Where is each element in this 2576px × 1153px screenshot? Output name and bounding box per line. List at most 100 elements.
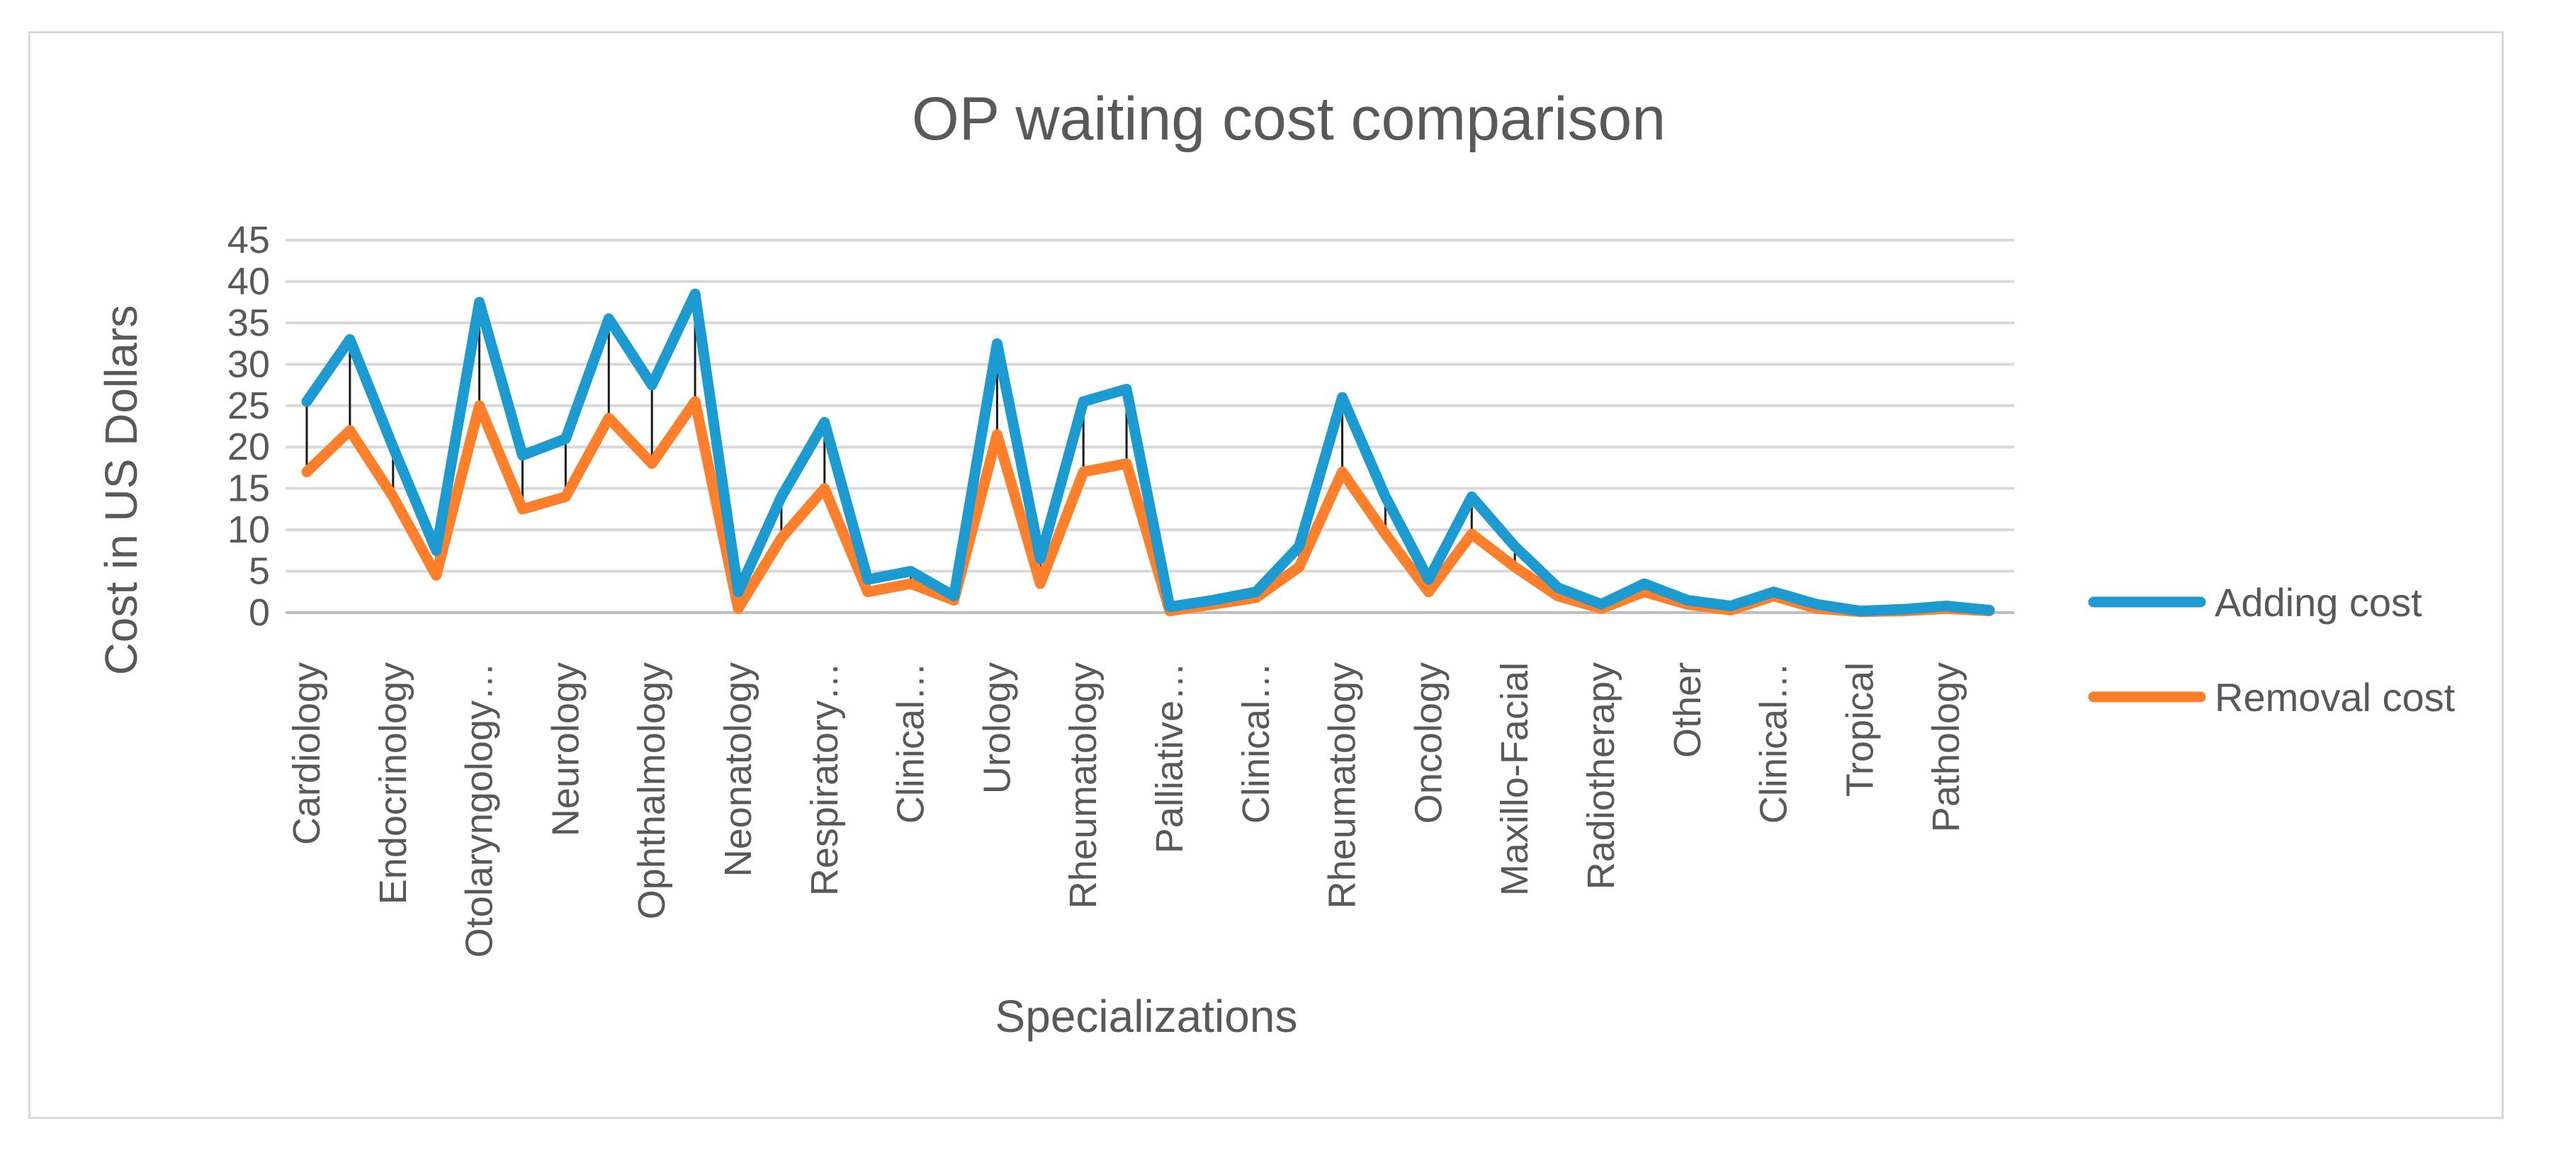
data-point-adding-cost [1511, 543, 1519, 550]
data-point-removal-cost [864, 588, 871, 596]
data-point-adding-cost [1856, 607, 1864, 615]
data-point-adding-cost [389, 443, 397, 451]
x-tick-label: Endocrinology [372, 662, 414, 904]
data-point-removal-cost [519, 505, 526, 513]
data-point-removal-cost [303, 468, 310, 476]
data-point-adding-cost [1338, 394, 1346, 402]
data-point-adding-cost [1036, 555, 1044, 563]
y-tick-label: 20 [227, 426, 270, 468]
data-point-adding-cost [1554, 584, 1562, 591]
y-axis-title: Cost in US Dollars [96, 305, 147, 676]
y-tick-label: 5 [249, 550, 270, 593]
data-point-removal-cost [777, 534, 785, 542]
high-low-lines [305, 293, 1991, 612]
data-point-adding-cost [1683, 596, 1691, 604]
data-point-adding-cost [475, 298, 483, 306]
data-point-adding-cost [691, 290, 699, 297]
data-point-adding-cost [1943, 602, 1950, 610]
legend-label-adding-cost: Adding cost [2215, 580, 2422, 625]
legend-label-removal-cost: Removal cost [2215, 675, 2456, 720]
y-tick-label: 45 [227, 219, 270, 261]
data-point-adding-cost [1598, 601, 1605, 608]
data-point-removal-cost [691, 397, 699, 405]
data-point-adding-cost [605, 315, 613, 323]
x-tick-label: Neonatology [717, 662, 759, 877]
data-point-adding-cost [820, 419, 828, 426]
y-tick-label: 25 [227, 385, 270, 427]
data-point-removal-cost [1554, 592, 1562, 600]
data-point-adding-cost [303, 397, 310, 405]
x-tick-label: Tropical [1838, 662, 1881, 797]
data-point-removal-cost [1036, 580, 1044, 588]
data-point-adding-cost [519, 451, 526, 459]
x-tick-label: Ophthalmology [631, 662, 673, 919]
data-point-adding-cost [950, 592, 958, 600]
data-point-adding-cost [1166, 603, 1173, 610]
data-point-removal-cost [1511, 563, 1519, 571]
data-point-removal-cost [735, 605, 742, 613]
data-point-adding-cost [346, 336, 354, 343]
x-tick-label: Urology [976, 662, 1018, 794]
x-tick-label: Rheumatology [1062, 662, 1105, 909]
x-tick-label: Otolaryngology… [458, 662, 501, 958]
data-point-adding-cost [432, 547, 440, 555]
data-point-adding-cost [907, 567, 915, 575]
data-point-removal-cost [907, 580, 915, 588]
y-tick-label: 15 [227, 467, 270, 510]
x-tick-label: Clinical… [1235, 662, 1277, 824]
data-point-adding-cost [1382, 493, 1389, 501]
x-tick-label: Oncology [1407, 662, 1450, 824]
x-tick-label: Maxillo-Facial [1493, 662, 1536, 896]
x-tick-label: Palliative… [1148, 662, 1191, 853]
x-tick-label: Pathology [1925, 662, 1967, 832]
data-point-removal-cost [1080, 468, 1088, 476]
data-point-adding-cost [864, 576, 871, 584]
data-point-adding-cost [993, 340, 1001, 348]
chart-svg: OP waiting cost comparison 0510152025303… [96, 85, 2456, 1042]
data-point-removal-cost [1338, 468, 1346, 476]
chart-frame: OP waiting cost comparison 0 5 10 15 20 25 30 3… [28, 31, 2504, 1119]
y-tick-label: 10 [227, 509, 270, 551]
data-point-adding-cost [1295, 543, 1303, 550]
data-point-adding-cost [1080, 397, 1088, 405]
y-tick-label: 30 [227, 343, 270, 385]
data-point-adding-cost [735, 588, 742, 596]
chart-title: OP waiting cost comparison [912, 85, 1666, 153]
data-point-removal-cost [1123, 460, 1131, 467]
data-point-removal-cost [562, 493, 570, 501]
x-tick-label: Respiratory… [803, 662, 846, 896]
data-point-removal-cost [820, 484, 828, 492]
data-point-removal-cost [1468, 530, 1476, 538]
x-tick-label: Clinical… [890, 662, 932, 824]
data-point-adding-cost [1640, 580, 1648, 588]
x-tick-label: Radiotherapy [1580, 662, 1622, 890]
data-point-adding-cost [1770, 588, 1778, 596]
data-point-adding-cost [648, 381, 656, 389]
data-point-removal-cost [389, 493, 397, 501]
data-point-adding-cost [562, 435, 570, 443]
x-tick-label: Cardiology [286, 662, 328, 845]
legend: Adding cost Removal cost [2088, 580, 2456, 720]
series-line-adding-cost [301, 288, 1995, 617]
data-point-adding-cost [1727, 602, 1734, 610]
data-point-removal-cost [1382, 530, 1389, 538]
data-point-adding-cost [1813, 601, 1821, 608]
x-tick-label: Neurology [544, 662, 587, 836]
data-point-adding-cost [1252, 588, 1260, 596]
data-point-removal-cost [648, 460, 656, 467]
data-point-removal-cost [993, 431, 1001, 438]
y-tick-label: 35 [227, 302, 270, 344]
data-point-removal-cost [1295, 563, 1303, 571]
x-tick-label: Clinical… [1753, 662, 1795, 824]
data-point-removal-cost [346, 426, 354, 434]
data-point-removal-cost [605, 414, 613, 422]
x-tick-labels: Cardiology Endocrinology Otolaryngology… Ne… [286, 662, 1967, 958]
data-point-adding-cost [1986, 606, 1994, 614]
data-point-adding-cost [1899, 606, 1907, 613]
data-point-removal-cost [475, 402, 483, 409]
x-tick-label: Rheumatology [1321, 662, 1364, 909]
y-tick-label: 0 [249, 591, 270, 634]
data-point-adding-cost [1425, 576, 1433, 584]
data-point-adding-cost [1209, 596, 1216, 604]
